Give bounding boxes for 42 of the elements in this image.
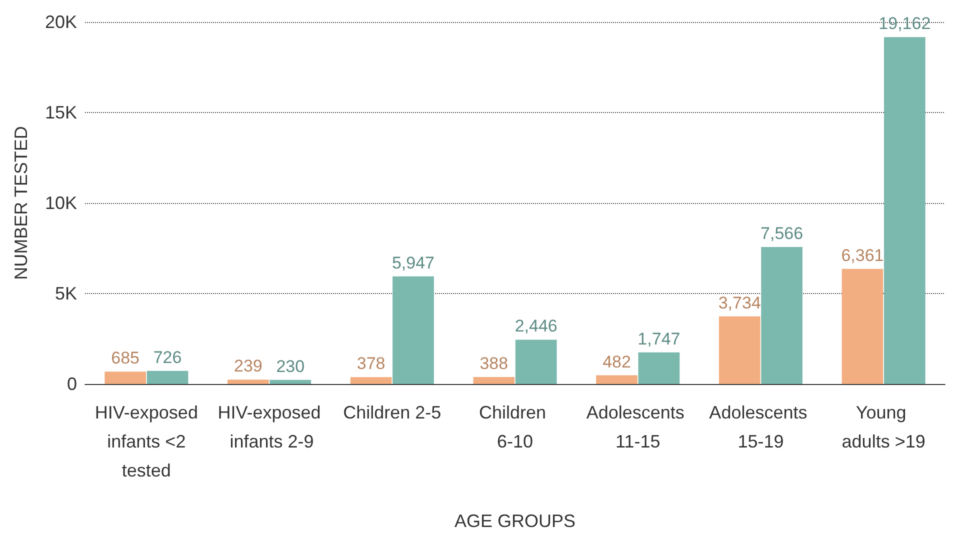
- bar: [842, 268, 884, 384]
- data-label: 378: [356, 354, 386, 374]
- bar: [270, 380, 312, 384]
- x-tick-label: Children 6-10: [478, 402, 552, 452]
- x-tick-label: HIV-exposed infants 2-9: [218, 402, 321, 452]
- data-label: 482: [602, 352, 631, 372]
- data-label: 726: [153, 348, 182, 367]
- x-axis-title: AGE GROUPS: [454, 511, 576, 531]
- data-label: 1,747: [638, 329, 680, 348]
- y-axis-title: NUMBER TESTED: [11, 126, 31, 280]
- y-tick-label: 0: [66, 374, 77, 394]
- data-label: 685: [111, 348, 140, 368]
- data-label: 7,566: [760, 224, 804, 244]
- bar: [228, 380, 269, 384]
- bar: [884, 37, 926, 384]
- x-tick-label: Adolescents 11-15: [586, 402, 690, 452]
- y-tick-label: 20K: [44, 12, 77, 32]
- data-label: 239: [234, 356, 262, 376]
- bar: [350, 377, 392, 384]
- data-label: 6,361: [841, 246, 884, 265]
- data-label: 388: [480, 354, 508, 373]
- x-tick-label: Young adults >19: [842, 402, 926, 452]
- y-tick-label: 10K: [44, 193, 77, 213]
- bar: [638, 352, 680, 384]
- data-label: 5,947: [392, 253, 435, 272]
- data-label: 230: [276, 356, 305, 376]
- data-label: 19,162: [878, 14, 931, 34]
- bar: [392, 276, 434, 384]
- bar: [596, 375, 638, 384]
- bar: [473, 376, 515, 384]
- x-tick-label: Adolescents 15-19: [709, 402, 812, 452]
- data-label: 2,446: [514, 316, 558, 336]
- bar: [104, 372, 146, 384]
- y-tick-label: 5K: [54, 284, 77, 304]
- bar: [718, 316, 760, 384]
- data-label: 3,734: [718, 293, 761, 312]
- bar: [761, 247, 802, 384]
- x-tick-label: HIV-exposed infants <2 tested: [94, 402, 198, 480]
- bar: [146, 370, 188, 384]
- y-tick-label: 15K: [44, 102, 77, 122]
- bar: [515, 340, 557, 384]
- x-tick-label: Children 2-5: [343, 402, 442, 422]
